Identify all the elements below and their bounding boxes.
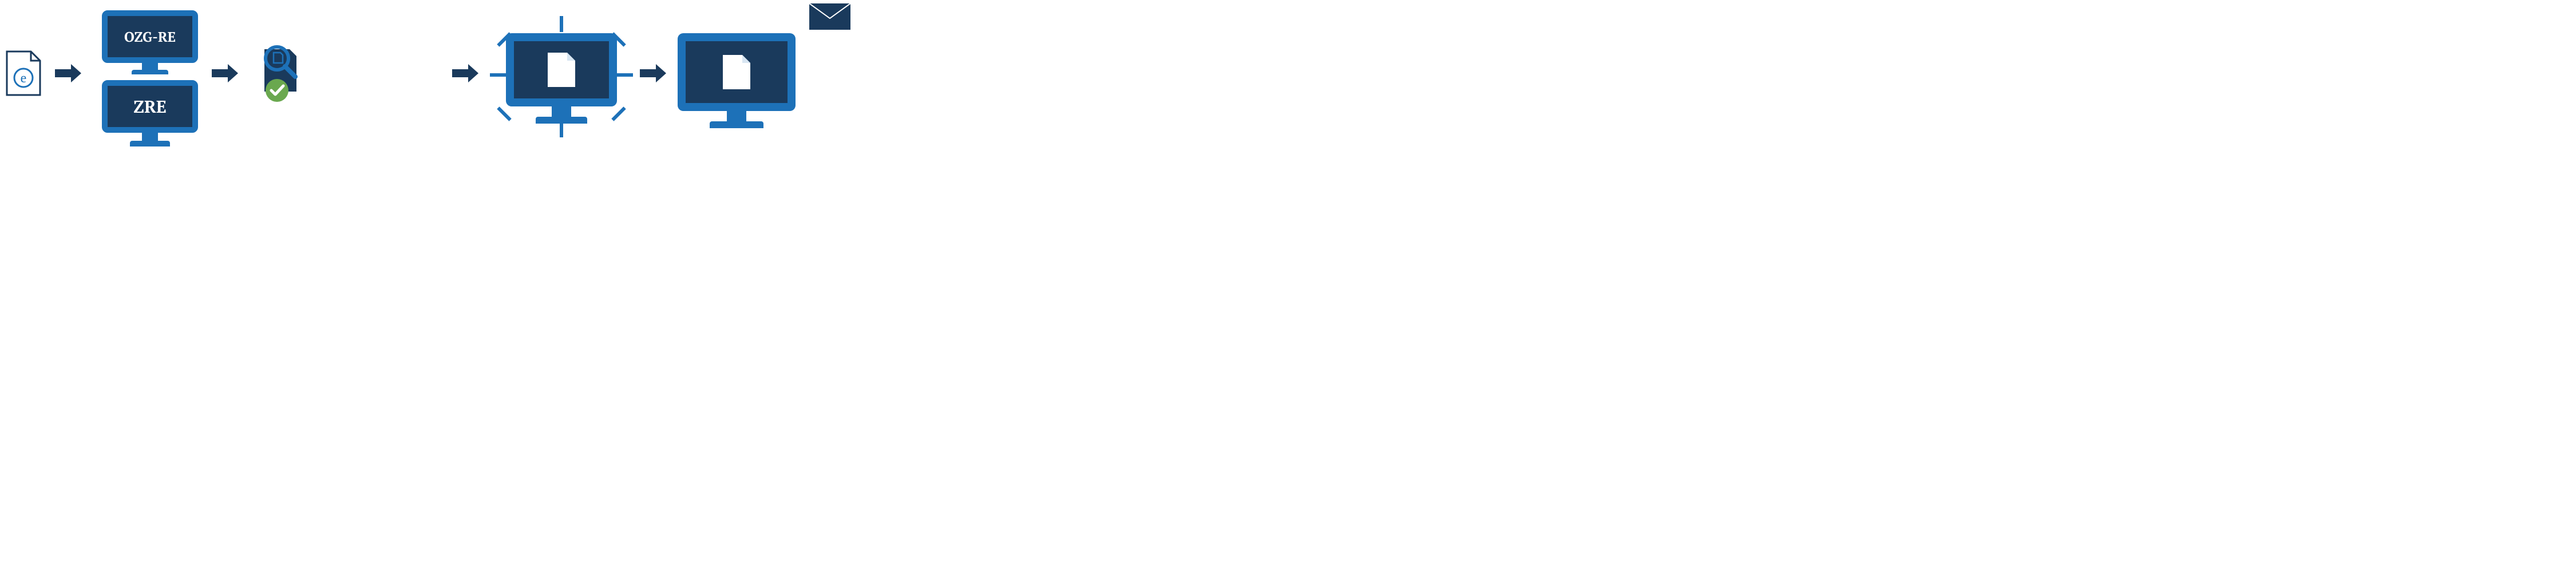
question-buyer-ref: Buyer reference provided? (315, 49, 441, 62)
process-flow-diagram: e OZG-RE ZRE (0, 0, 858, 194)
platform-label-ozg-re: OZG-RE (124, 27, 176, 46)
envelope-icon (809, 3, 850, 33)
validation-questions: Buyer reference provided? Required field… (315, 45, 441, 100)
question-recipient: Recipient recognised? (315, 83, 441, 97)
receive-monitor-group (486, 16, 641, 148)
arrow-1 (55, 64, 81, 82)
ray (490, 73, 506, 77)
platform-monitor-zre: ZRE (102, 80, 198, 147)
ray (560, 16, 563, 32)
question-req-fields: Required fields completed? (315, 66, 441, 80)
validation-icon (254, 41, 307, 104)
deliver-monitor (678, 33, 796, 128)
document-icon (721, 53, 753, 92)
e-letter: e (21, 71, 27, 86)
arrow-3 (452, 64, 478, 82)
e-invoice-document-icon: e (5, 49, 42, 100)
platform-label-zre: ZRE (133, 95, 167, 118)
receive-monitor (506, 33, 617, 124)
document-icon (545, 50, 577, 89)
platform-monitor-ozg-re: OZG-RE (102, 10, 198, 74)
ray (560, 121, 563, 137)
validation-block: Buyer reference provided? Required field… (254, 41, 441, 104)
arrow-2 (212, 64, 238, 82)
ray (617, 73, 633, 77)
arrow-4 (640, 64, 666, 82)
